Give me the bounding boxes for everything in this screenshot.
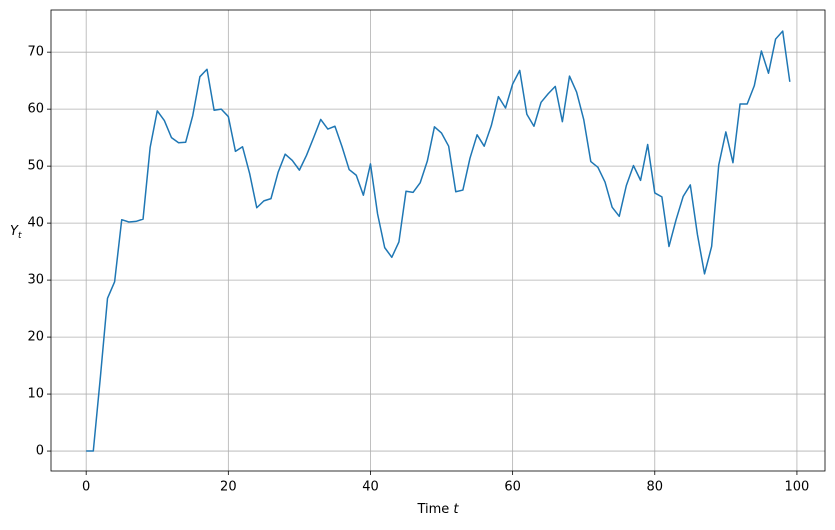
y-axis-label: Yt — [10, 224, 22, 241]
x-tick-label: 80 — [647, 480, 664, 495]
x-tick-label: 100 — [785, 480, 810, 495]
y-label-subscript: t — [18, 231, 22, 241]
y-tick-label: 30 — [27, 273, 44, 288]
y-tick-label: 60 — [27, 102, 44, 117]
x-label-variable: t — [453, 502, 459, 517]
y-tick-label: 20 — [27, 330, 44, 345]
x-tick-label: 20 — [220, 480, 237, 495]
x-axis-label: Time t — [416, 502, 459, 517]
y-tick-label: 0 — [36, 444, 44, 459]
x-tick-label: 0 — [82, 480, 90, 495]
y-tick-label: 70 — [27, 45, 44, 60]
plot-frame — [50, 9, 826, 472]
x-tick-label: 40 — [362, 480, 379, 495]
x-label-text: Time — [416, 502, 449, 517]
y-tick-label: 10 — [27, 387, 44, 402]
y-tick-label: 50 — [27, 159, 44, 174]
y-label-symbol: Y — [10, 224, 19, 239]
x-tick-label: 60 — [504, 480, 521, 495]
y-tick-label: 40 — [27, 216, 44, 231]
series-line — [86, 30, 791, 452]
